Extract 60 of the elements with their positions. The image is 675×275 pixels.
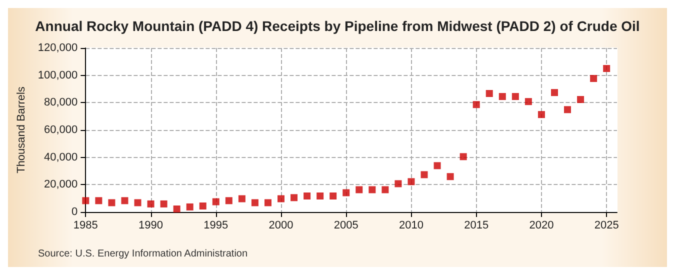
point [577,96,584,104]
y-tick-label: 60,000 [44,124,78,136]
point [356,186,363,194]
point [95,197,102,204]
point [238,195,246,202]
y-axis-title: Thousand Barrels [16,86,28,174]
point [460,153,467,160]
point [108,199,116,206]
point [290,194,298,202]
point [420,171,428,178]
point [512,93,519,100]
point [330,192,337,200]
point [434,162,441,170]
point [264,199,272,206]
point [121,197,128,204]
point [199,202,206,210]
y-tick-label: 40,000 [44,151,78,164]
y-tick-label: 120,000 [38,42,78,54]
point [212,198,220,206]
y-tick-label: 20,000 [44,178,78,191]
chart-title: Annual Rocky Mountain (PADD 4) Receipts by Pipeline from Midwest (PADD 2) of Crude Oil [35,18,640,34]
point [603,65,610,72]
point [498,93,506,100]
y-tick-label: 80,000 [44,96,78,109]
point [486,90,493,98]
point [225,197,232,204]
source-note: Source: U.S. Energy Information Administration [38,248,248,260]
point [134,199,142,206]
x-tick-label: 1985 [73,220,98,232]
x-tick-label: 2020 [529,220,554,232]
point [342,189,350,196]
point [550,89,558,96]
point [278,195,285,202]
x-tick-label: 1995 [204,220,228,232]
x-tick-label: 2005 [334,220,358,232]
point [394,180,402,188]
point [590,74,598,82]
point [82,197,90,204]
point [524,98,532,106]
point [446,173,454,180]
point [564,106,572,114]
x-tick-label: 1990 [138,220,164,232]
x-tick-label: 2025 [594,220,619,232]
point [472,101,480,108]
point [316,192,324,200]
point [408,178,415,186]
y-tick-label: 0 [72,206,78,218]
point [173,205,180,212]
x-tick-label: 2015 [464,220,489,232]
x-tick-label: 2010 [398,220,424,232]
y-tick-label: 100,000 [38,69,78,82]
x-tick-label: 2000 [268,220,294,232]
point [186,203,194,210]
point [147,200,154,208]
point [382,186,389,194]
point [538,111,545,118]
point [368,186,376,194]
point [251,199,258,206]
point [160,200,168,208]
point [304,192,311,200]
